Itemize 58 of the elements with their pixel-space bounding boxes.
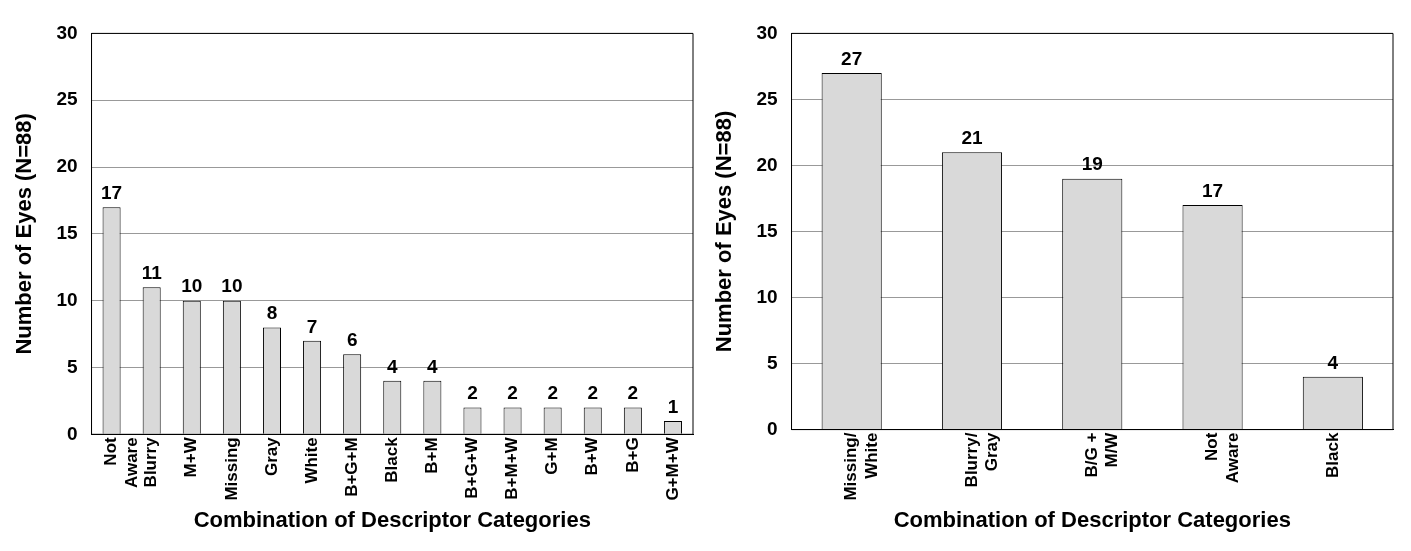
y-tick-label: 30	[756, 21, 778, 43]
y-tick-label: 0	[66, 422, 78, 444]
data-label: 4	[427, 355, 439, 377]
data-label: 27	[841, 47, 863, 69]
data-label: 10	[181, 275, 203, 297]
x-tick-label: Blurry	[141, 436, 161, 488]
x-tick-label: Not Aware	[101, 436, 141, 489]
x-axis-title: Combination of Descriptor Categories	[193, 506, 591, 532]
x-tick-label: G+M	[542, 437, 562, 475]
data-label: 4	[386, 355, 398, 377]
x-tick-label: Black	[381, 436, 401, 483]
x-tick-label: B+G	[622, 437, 642, 473]
y-tick-label: 0	[766, 417, 778, 439]
data-label: 8	[266, 302, 278, 324]
y-tick-label: 5	[66, 355, 78, 377]
x-tick-label: Black	[1322, 432, 1342, 478]
data-label: 21	[961, 126, 983, 148]
x-axis-title: Combination of Descriptor Categories	[893, 506, 1291, 532]
y-tick-label: 15	[756, 219, 778, 241]
data-label: 17	[101, 181, 123, 203]
data-label: 2	[587, 382, 599, 404]
data-label: 2	[547, 382, 558, 404]
y-axis-title: Number of Eyes (N=88)	[711, 110, 737, 353]
data-label: 19	[1081, 153, 1103, 175]
data-label: 2	[507, 382, 518, 404]
x-tick-label: B+G+M	[341, 437, 361, 497]
x-tick-label: G+M+W	[662, 436, 682, 501]
y-tick-label: 5	[766, 351, 778, 373]
data-label: 10	[221, 275, 243, 297]
data-label: 7	[306, 315, 318, 337]
x-tick-label: Not Aware	[1202, 432, 1242, 484]
x-tick-label: Missing/ White	[841, 432, 881, 501]
x-tick-label: B+M+W	[502, 436, 522, 500]
x-tick-label: B+W	[582, 436, 602, 476]
data-label: 4	[1327, 351, 1339, 373]
x-tick-label: B+M	[422, 437, 442, 474]
data-label: 1	[667, 395, 679, 417]
y-tick-label: 25	[56, 88, 78, 110]
y-tick-label: 10	[56, 288, 78, 310]
y-tick-label: 25	[756, 87, 778, 109]
x-tick-label: B+G+W	[462, 436, 482, 499]
y-tick-label: 20	[56, 155, 78, 177]
y-axis-title: Number of Eyes (N=88)	[11, 113, 37, 355]
y-tick-label: 15	[56, 222, 78, 244]
y-tick-label: 10	[756, 285, 778, 307]
data-label: 6	[346, 328, 358, 350]
x-tick-label: White	[301, 437, 321, 484]
x-tick-label: Missing	[221, 437, 241, 501]
y-tick-label: 30	[56, 21, 78, 43]
x-tick-label: Blurry/ Gray	[961, 432, 1002, 488]
y-tick-label: 20	[756, 153, 778, 175]
data-label: 11	[141, 262, 163, 284]
x-tick-label: B/G + M/W	[1081, 431, 1122, 478]
x-tick-label: Gray	[261, 436, 281, 477]
x-tick-label: M+W	[181, 436, 201, 478]
data-label: 17	[1201, 179, 1224, 201]
data-label: 2	[627, 382, 639, 404]
data-label: 2	[467, 382, 478, 404]
